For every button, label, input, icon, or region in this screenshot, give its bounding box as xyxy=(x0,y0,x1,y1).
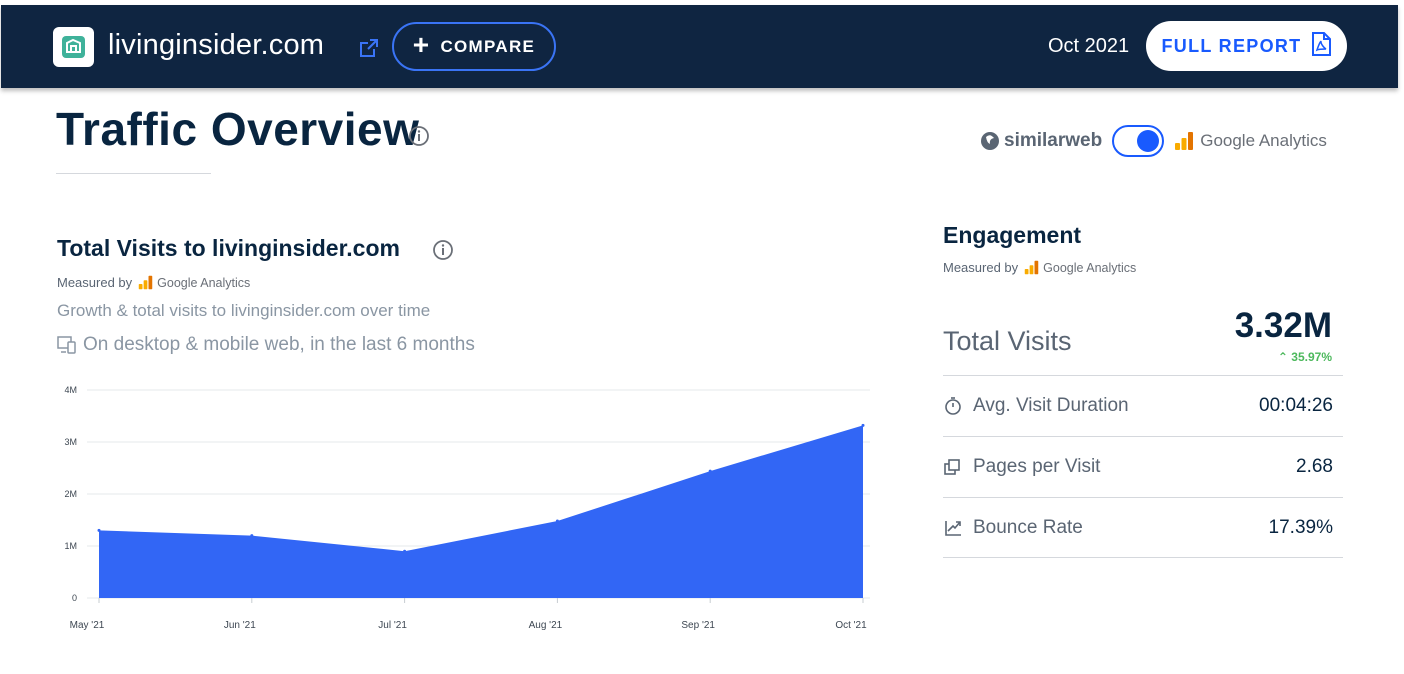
visits-area-chart: 0 1M 2M 3M 4M May '21 Jun '21 Jul '21 Aug '21 Sep… xyxy=(64,385,870,631)
top-bar: livinginsider.com + COMPARE Oct 2021 FUL… xyxy=(1,5,1398,88)
stopwatch-icon xyxy=(943,396,963,416)
data-point xyxy=(555,519,559,523)
data-point xyxy=(708,469,712,473)
data-point xyxy=(97,528,101,532)
site-name[interactable]: livinginsider.com xyxy=(108,29,325,61)
x-tick-label: Sep '21 xyxy=(681,620,715,631)
pdf-icon xyxy=(1311,31,1332,61)
arrow-up-icon: ⌃ xyxy=(1277,350,1288,364)
google-analytics-icon xyxy=(138,275,153,290)
y-tick-label: 4M xyxy=(64,385,77,395)
google-analytics-icon xyxy=(1024,260,1039,275)
visits-scope: On desktop & mobile web, in the last 6 m… xyxy=(57,334,475,356)
visits-subtitle: Growth & total visits to livinginsider.c… xyxy=(57,301,431,320)
duration-label: Avg. Visit Duration xyxy=(973,395,1129,416)
plus-icon: + xyxy=(412,29,431,60)
similarweb-logo[interactable]: similarweb xyxy=(980,130,1102,152)
visits-title: Total Visits to livinginsider.com xyxy=(57,235,400,261)
date-selector[interactable]: Oct 2021 xyxy=(1048,35,1130,57)
total-visits-change-value: 35.97% xyxy=(1291,350,1332,364)
info-icon[interactable] xyxy=(408,125,430,152)
y-tick-label: 2M xyxy=(64,489,77,499)
engagement-measured-by: Measured by Google Analytics xyxy=(943,260,1136,275)
x-tick-label: Aug '21 xyxy=(529,620,563,631)
y-tick-label: 0 xyxy=(72,593,77,603)
bounce-label: Bounce Rate xyxy=(973,516,1083,538)
switch-knob xyxy=(1137,130,1160,152)
bounce-icon xyxy=(943,518,963,538)
visits-scope-label: On desktop & mobile web, in the last 6 m… xyxy=(83,334,475,355)
ga-provider: Google Analytics xyxy=(1024,260,1136,275)
source-switch[interactable] xyxy=(1112,125,1165,157)
pages-icon xyxy=(943,457,963,477)
similarweb-icon xyxy=(981,132,999,150)
engagement-row-duration: Avg. Visit Duration 00:04:26 xyxy=(943,375,1343,436)
devices-icon xyxy=(57,336,76,354)
provider-label: Google Analytics xyxy=(157,275,251,290)
ga-provider: Google Analytics xyxy=(138,275,250,290)
y-tick-label: 3M xyxy=(64,437,77,447)
data-point xyxy=(403,549,407,553)
engagement-title: Engagement xyxy=(943,222,1082,248)
google-analytics-icon xyxy=(1175,132,1194,150)
y-tick-label: 1M xyxy=(64,541,77,551)
total-visits-change: ⌃ 35.97% xyxy=(1278,350,1332,364)
total-visits-value: 3.32M xyxy=(1234,306,1332,345)
x-tick-label: Jun '21 xyxy=(224,620,256,631)
engagement-row-pages: Pages per Visit 2.68 xyxy=(943,436,1343,497)
compare-label: COMPARE xyxy=(440,36,536,56)
site-logo-icon xyxy=(53,27,94,67)
compare-button[interactable]: + COMPARE xyxy=(392,22,556,71)
data-point xyxy=(861,423,865,427)
full-report-button[interactable]: FULL REPORT xyxy=(1146,21,1347,71)
divider xyxy=(56,173,211,174)
similarweb-label: similarweb xyxy=(1004,130,1103,151)
x-tick-label: May '21 xyxy=(70,620,105,631)
full-report-label: FULL REPORT xyxy=(1161,35,1302,56)
total-visits-label: Total Visits xyxy=(943,326,1072,356)
google-analytics-logo[interactable]: Google Analytics xyxy=(1174,131,1327,151)
bounce-value: 17.39% xyxy=(1268,516,1333,538)
measured-by-label: Measured by xyxy=(57,275,133,290)
google-analytics-label: Google Analytics xyxy=(1200,131,1327,150)
x-tick-label: Jul '21 xyxy=(378,620,407,631)
x-tick-label: Oct '21 xyxy=(835,620,867,631)
visits-measured-by: Measured by Google Analytics xyxy=(57,275,250,290)
measured-by-label: Measured by xyxy=(943,260,1019,275)
external-link-icon[interactable] xyxy=(359,38,379,63)
provider-label: Google Analytics xyxy=(1043,260,1137,275)
pages-value: 2.68 xyxy=(1296,456,1333,477)
visits-info-icon[interactable] xyxy=(432,239,454,266)
visits-area-series xyxy=(99,425,863,598)
page-title: Traffic Overview xyxy=(56,103,420,155)
duration-value: 00:04:26 xyxy=(1259,395,1333,416)
source-toggle: similarweb Google Analytics xyxy=(980,124,1327,158)
pages-label: Pages per Visit xyxy=(973,456,1101,477)
data-point xyxy=(250,534,254,538)
engagement-row-bounce: Bounce Rate 17.39% xyxy=(943,497,1343,558)
